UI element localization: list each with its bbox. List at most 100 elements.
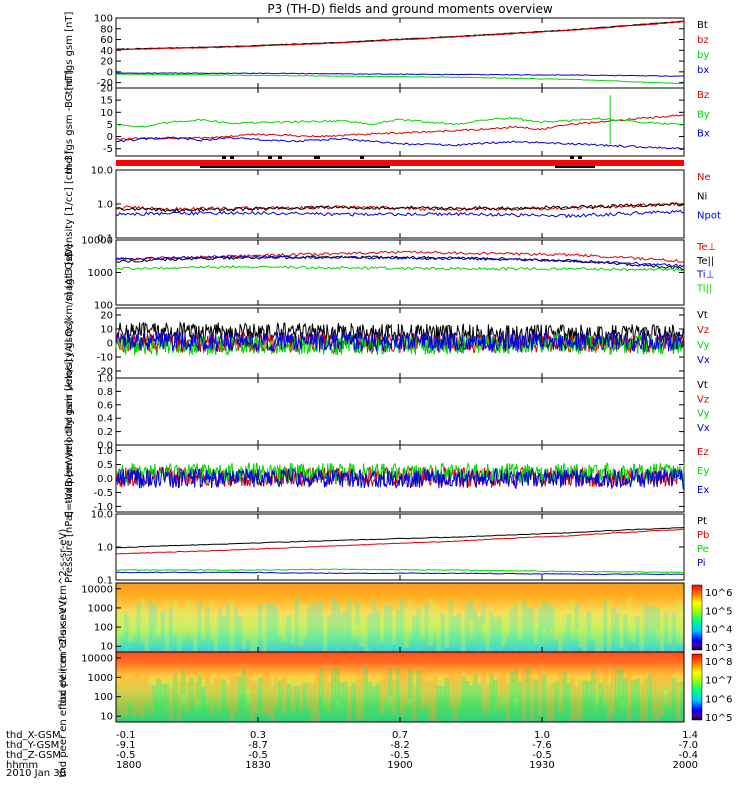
spectrogram-texture (148, 600, 154, 646)
spectrogram-texture (152, 685, 158, 711)
spectrogram-texture (331, 597, 336, 641)
panel-temp: 10000 1000 100 magt3 [eV] Te⊥ Te|| Ti⊥ Ti|| (64, 236, 716, 312)
y-tick-label: 1.0 (97, 200, 113, 211)
spectrogram-texture (205, 606, 210, 649)
ephemeris-value: -0.5 (116, 750, 136, 761)
y-tick-label: 10 (100, 712, 113, 723)
spectrogram-texture (627, 598, 632, 626)
spectrogram-texture (290, 685, 296, 712)
y-tick-label: 0 (107, 339, 113, 350)
spectrogram-texture (327, 615, 332, 639)
spectrogram-texture (456, 613, 462, 646)
legend-entry: Npot (697, 211, 721, 222)
orbit-bar-marker (360, 156, 364, 159)
spectrogram-texture (606, 684, 612, 722)
spectrogram-texture (542, 674, 547, 722)
spectrogram-texture (639, 683, 644, 722)
y-axis-label: thd fgs gsm [nT] (64, 12, 75, 95)
spectrogram-texture (408, 669, 413, 699)
spectrogram-texture (294, 597, 300, 640)
spectrogram-texture (481, 668, 486, 711)
spectrogram-texture (116, 609, 121, 646)
spectrogram-texture (598, 682, 604, 722)
spectrogram-texture (590, 608, 596, 639)
spectrogram-texture (347, 686, 352, 722)
spectrogram-texture (371, 686, 377, 722)
spectrogram-texture (306, 682, 312, 709)
legend-entry: Pt (697, 516, 707, 527)
spectrogram-texture (598, 612, 604, 652)
spectrogram-texture (124, 611, 129, 652)
spectrogram-texture (635, 679, 640, 717)
spectrogram-texture (627, 670, 632, 722)
legend-entry: Te|| (696, 256, 714, 267)
spectrogram-texture (537, 666, 543, 717)
spectrogram-texture (440, 686, 446, 722)
spectrogram-texture (318, 668, 324, 713)
spectrogram-texture (387, 668, 393, 697)
y-tick-label: 5 (107, 120, 113, 131)
spectrogram-texture (412, 615, 417, 641)
spectrogram-texture (631, 680, 636, 710)
y-axis-label: Pressure [nPa] (64, 511, 75, 583)
spectrogram-texture (156, 678, 162, 722)
spectrogram-texture (643, 602, 648, 650)
y-tick-label: 1000 (88, 673, 113, 684)
spectrogram-texture (306, 608, 312, 652)
spectrogram-texture (469, 598, 474, 622)
y-axis-label: thd peer en eflux eV (cm^2-s-sr-eV) (58, 596, 69, 777)
spectrogram-texture (282, 675, 287, 715)
ephemeris-value: -7.0 (678, 740, 698, 751)
spectrogram-texture (233, 607, 239, 652)
spectrogram-texture (647, 607, 653, 644)
spectrogram-texture (229, 675, 235, 722)
spectrogram-texture (322, 674, 328, 699)
y-tick-label: 0.1 (97, 234, 113, 245)
spectrogram-texture (343, 610, 348, 639)
spectrogram-texture (335, 601, 340, 652)
y-tick-label: 20 (100, 57, 113, 68)
spectrogram-texture (322, 612, 328, 652)
spectrogram-texture (493, 617, 498, 649)
series-line-black (115, 527, 685, 549)
spectrogram-texture (663, 612, 669, 638)
spectrogram-texture (278, 616, 283, 639)
spectrogram-texture (233, 674, 239, 714)
spectrogram-texture (517, 681, 523, 722)
spectrogram-texture (176, 681, 182, 722)
spectrogram-texture (473, 609, 478, 639)
spectrogram-texture (448, 600, 454, 639)
spectrogram-texture (611, 670, 616, 717)
y-tick-label: 100 (94, 692, 113, 703)
spectrogram-texture (379, 607, 385, 642)
spectrogram-texture (274, 608, 279, 652)
chart-title: P3 (TH-D) fields and ground moments over… (267, 2, 552, 16)
spectrogram-texture (355, 601, 360, 626)
spectrogram-texture (371, 599, 377, 641)
y-tick-label: 10 (100, 325, 113, 336)
spectrogram-texture (448, 666, 454, 708)
spectrogram-texture (367, 612, 373, 652)
spectrogram-texture (136, 671, 141, 715)
spectrogram-texture (400, 671, 405, 717)
spectrogram-texture (586, 610, 592, 633)
spectrogram-texture (558, 667, 563, 714)
legend-entry: Vt (697, 310, 708, 321)
legend-entry: Ti⊥ (696, 270, 714, 281)
ephemeris-value: 0.3 (250, 730, 266, 741)
spectrogram-texture (221, 615, 227, 652)
spectrogram-texture (574, 603, 580, 629)
series-line-red (116, 250, 685, 263)
y-tick-label: 100 (94, 301, 113, 312)
orbit-bar-marker (278, 156, 282, 159)
spectrogram-texture (619, 669, 624, 702)
spectrogram-texture (444, 611, 450, 649)
spectrogram-texture (578, 608, 584, 648)
spectrogram-texture (611, 607, 616, 639)
spectrogram-texture (213, 678, 218, 703)
spectrogram-field (116, 652, 684, 722)
ephemeris-value: 1800 (116, 760, 141, 771)
spectrogram-texture (420, 667, 425, 709)
spectrogram-texture (493, 679, 498, 703)
